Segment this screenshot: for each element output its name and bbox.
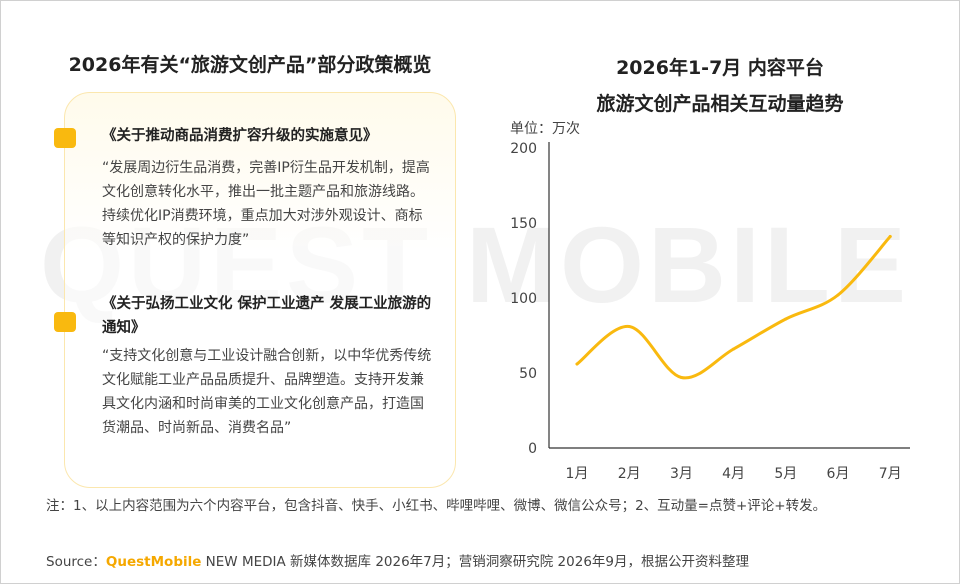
y-tick-label: 0	[528, 441, 537, 457]
x-axis: 1月 2月 3月 4月 5月 6月 7月	[566, 466, 902, 482]
data-point	[679, 376, 683, 379]
footnote: 注：1、以上内容范围为六个内容平台，包含抖音、快手、小红书、哔哩哔哩、微博、微信…	[46, 498, 827, 514]
policy-card	[64, 92, 456, 488]
y-tick-label: 150	[510, 216, 537, 232]
x-tick-label: 4月	[722, 466, 745, 482]
source-rest: NEW MEDIA 新媒体数据库 2026年7月；营销洞察研究院 2026年9月…	[201, 554, 750, 570]
data-point	[836, 293, 840, 297]
data-point	[732, 347, 736, 351]
data-point	[575, 362, 579, 366]
source-line: Source：QuestMobile NEW MEDIA 新媒体数据库 2026…	[46, 550, 749, 570]
x-tick-label: 6月	[827, 466, 850, 482]
data-point	[888, 235, 892, 238]
data-point	[627, 325, 631, 328]
x-tick-label: 7月	[879, 466, 902, 482]
x-tick-label: 2月	[618, 466, 641, 482]
x-tick-label: 3月	[670, 466, 693, 482]
policy-title: 《关于弘扬工业文化 保护工业遗产 发展工业旅游的通知》	[102, 296, 432, 336]
y-tick-label: 100	[510, 291, 537, 307]
data-point	[784, 317, 788, 321]
policy-marker-icon	[54, 312, 76, 332]
series-line	[575, 235, 892, 380]
series-points	[575, 235, 892, 379]
chart-title-line-1: 2026年1-7月 内容平台	[616, 57, 824, 79]
chart-title-line-2: 旅游文创产品相关互动量趋势	[596, 93, 844, 115]
y-tick-label: 50	[519, 366, 537, 382]
x-tick-label: 5月	[774, 466, 797, 482]
policy-title: 《关于推动商品消费扩容升级的实施意见》	[102, 128, 378, 144]
policy-body: “支持文化创意与工业设计融合创新，以中华优秀传统文化赋能工业产品品质提升、品牌塑…	[102, 348, 432, 436]
source-prefix: Source：	[46, 554, 106, 570]
chart-unit-label: 单位：万次	[510, 121, 580, 137]
y-axis: 0 50 100 150 200	[510, 141, 537, 457]
y-tick-label: 200	[510, 141, 537, 157]
policy-body: “发展周边衍生品消费，完善IP衍生品开发机制，提高文化创意转化水平，推出一批主题…	[102, 160, 430, 248]
x-tick-label: 1月	[566, 466, 589, 482]
source-brand: QuestMobile	[105, 554, 202, 570]
chart-title: 2026年1-7月 内容平台 旅游文创产品相关互动量趋势	[520, 50, 920, 122]
policy-marker-icon	[54, 128, 76, 148]
policy-panel-title: 2026年有关“旅游文创产品”部分政策概览	[68, 54, 432, 76]
